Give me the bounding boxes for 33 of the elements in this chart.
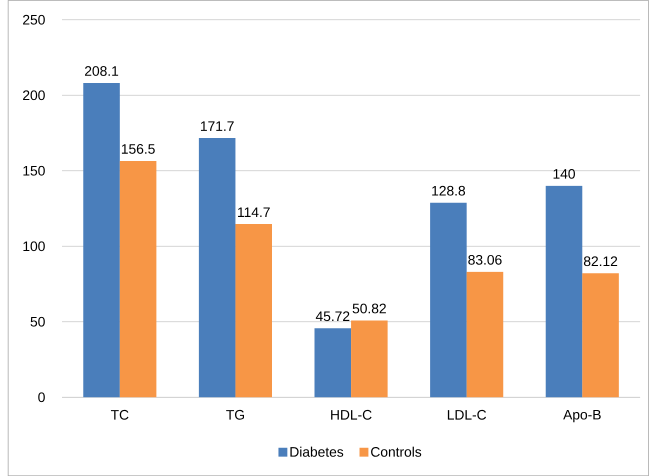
legend-label: Diabetes bbox=[290, 446, 344, 457]
bar bbox=[314, 328, 352, 398]
bar bbox=[582, 273, 619, 398]
x-tick-label: TC bbox=[110, 410, 128, 420]
y-tick-label: 200 bbox=[23, 90, 45, 100]
data-label: 114.7 bbox=[238, 207, 270, 217]
y-tick-label: 250 bbox=[23, 14, 45, 25]
data-label: 82.12 bbox=[584, 256, 618, 266]
y-tick-label: 150 bbox=[23, 166, 45, 176]
bar bbox=[235, 224, 272, 398]
data-label: 45.72 bbox=[316, 311, 350, 321]
data-label: 128.8 bbox=[432, 186, 466, 196]
x-tick-label: HDL-C bbox=[331, 410, 372, 420]
data-label: 171.7 bbox=[200, 121, 234, 131]
bar bbox=[83, 82, 120, 398]
bar bbox=[198, 138, 236, 398]
bar bbox=[430, 202, 467, 398]
data-label: 156.5 bbox=[122, 144, 155, 154]
data-label: 140 bbox=[554, 168, 575, 179]
bar bbox=[546, 186, 582, 398]
y-tick-label: 50 bbox=[30, 316, 45, 326]
data-label: 208.1 bbox=[84, 66, 118, 76]
x-tick-label: TG bbox=[226, 410, 244, 420]
bar bbox=[351, 320, 388, 398]
data-label: 50.82 bbox=[352, 303, 386, 314]
y-tick-label: 0 bbox=[38, 392, 45, 402]
y-tick-label: 100 bbox=[23, 241, 45, 251]
x-tick-label: LDL-C bbox=[448, 410, 486, 420]
bar bbox=[466, 272, 504, 398]
data-label: 83.06 bbox=[468, 254, 502, 265]
x-tick-label: Apo-B bbox=[563, 410, 601, 422]
bar bbox=[120, 160, 156, 398]
legend-label: Controls bbox=[371, 446, 422, 457]
